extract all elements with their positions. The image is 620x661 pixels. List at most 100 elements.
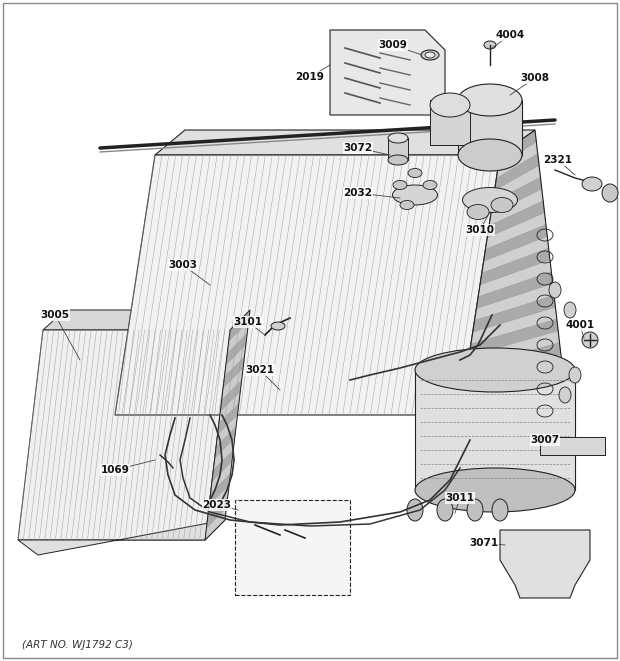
- Polygon shape: [460, 378, 565, 415]
- Text: 3008: 3008: [521, 73, 549, 83]
- Text: 3072: 3072: [343, 143, 373, 153]
- Polygon shape: [209, 473, 231, 505]
- Polygon shape: [480, 248, 550, 285]
- Polygon shape: [211, 461, 232, 493]
- Ellipse shape: [492, 499, 508, 521]
- Ellipse shape: [400, 200, 414, 210]
- Polygon shape: [462, 366, 564, 403]
- Polygon shape: [43, 310, 250, 330]
- Ellipse shape: [407, 499, 423, 521]
- Ellipse shape: [569, 367, 581, 383]
- Polygon shape: [489, 189, 543, 226]
- Bar: [430, 100, 470, 145]
- Text: (ART NO. WJ1792 C3): (ART NO. WJ1792 C3): [22, 640, 133, 650]
- Polygon shape: [464, 354, 562, 391]
- Ellipse shape: [484, 41, 496, 49]
- Ellipse shape: [437, 499, 453, 521]
- Text: 3003: 3003: [169, 260, 198, 270]
- Polygon shape: [18, 520, 225, 555]
- Text: 3071: 3071: [469, 538, 498, 548]
- Polygon shape: [497, 142, 538, 178]
- Text: 1069: 1069: [100, 465, 130, 475]
- Text: 3009: 3009: [379, 40, 407, 50]
- Text: 3010: 3010: [466, 225, 495, 235]
- Polygon shape: [466, 342, 561, 379]
- Polygon shape: [216, 415, 237, 447]
- Bar: [540, 437, 605, 455]
- Text: 2019: 2019: [296, 72, 324, 82]
- Polygon shape: [18, 330, 230, 540]
- Ellipse shape: [393, 180, 407, 190]
- Text: 4001: 4001: [565, 320, 595, 330]
- Polygon shape: [484, 225, 547, 261]
- Ellipse shape: [425, 52, 435, 58]
- Text: 3101: 3101: [234, 317, 262, 327]
- Bar: [458, 100, 522, 155]
- Bar: [415, 370, 575, 490]
- Polygon shape: [474, 284, 554, 321]
- Text: 2032: 2032: [343, 188, 373, 198]
- Ellipse shape: [415, 348, 575, 392]
- Polygon shape: [224, 345, 246, 377]
- Ellipse shape: [458, 84, 522, 116]
- Polygon shape: [478, 260, 551, 297]
- Polygon shape: [476, 272, 552, 309]
- Text: 2023: 2023: [203, 500, 231, 510]
- Polygon shape: [485, 213, 546, 250]
- Text: eReplacementParts.com: eReplacementParts.com: [174, 320, 446, 340]
- Polygon shape: [205, 508, 226, 540]
- Polygon shape: [467, 331, 559, 368]
- Ellipse shape: [271, 322, 285, 330]
- Polygon shape: [219, 392, 241, 423]
- Polygon shape: [218, 403, 239, 435]
- Ellipse shape: [582, 177, 602, 191]
- Ellipse shape: [458, 139, 522, 171]
- Polygon shape: [498, 130, 536, 167]
- Polygon shape: [215, 426, 236, 458]
- Text: 3011: 3011: [446, 493, 474, 503]
- Polygon shape: [220, 380, 242, 412]
- Ellipse shape: [388, 133, 408, 143]
- Polygon shape: [155, 130, 535, 155]
- Ellipse shape: [602, 184, 618, 202]
- Polygon shape: [227, 322, 249, 354]
- Polygon shape: [206, 496, 228, 528]
- Polygon shape: [469, 319, 558, 356]
- Polygon shape: [229, 310, 250, 342]
- Ellipse shape: [415, 468, 575, 512]
- Ellipse shape: [388, 155, 408, 165]
- Ellipse shape: [564, 302, 576, 318]
- Polygon shape: [491, 177, 542, 214]
- Polygon shape: [487, 201, 544, 238]
- Ellipse shape: [423, 180, 437, 190]
- Ellipse shape: [467, 204, 489, 219]
- Polygon shape: [212, 450, 233, 482]
- Ellipse shape: [559, 387, 571, 403]
- Text: 3007: 3007: [531, 435, 560, 445]
- Ellipse shape: [467, 499, 483, 521]
- Polygon shape: [495, 153, 539, 190]
- Text: 3005: 3005: [40, 310, 69, 320]
- Ellipse shape: [430, 93, 470, 117]
- Text: 3021: 3021: [246, 365, 275, 375]
- Ellipse shape: [421, 50, 439, 60]
- Ellipse shape: [491, 198, 513, 212]
- Polygon shape: [208, 485, 229, 517]
- Polygon shape: [472, 295, 556, 332]
- Polygon shape: [115, 155, 500, 415]
- Ellipse shape: [392, 185, 438, 205]
- Text: 4004: 4004: [495, 30, 525, 40]
- Bar: [235, 500, 350, 595]
- Circle shape: [582, 332, 598, 348]
- Polygon shape: [222, 368, 243, 400]
- Text: 2321: 2321: [544, 155, 572, 165]
- Polygon shape: [226, 333, 247, 365]
- Polygon shape: [213, 438, 235, 470]
- Polygon shape: [500, 530, 590, 598]
- Ellipse shape: [408, 169, 422, 178]
- Ellipse shape: [463, 188, 518, 212]
- Polygon shape: [482, 237, 549, 273]
- Ellipse shape: [549, 282, 561, 298]
- Polygon shape: [493, 165, 541, 202]
- Polygon shape: [223, 357, 244, 388]
